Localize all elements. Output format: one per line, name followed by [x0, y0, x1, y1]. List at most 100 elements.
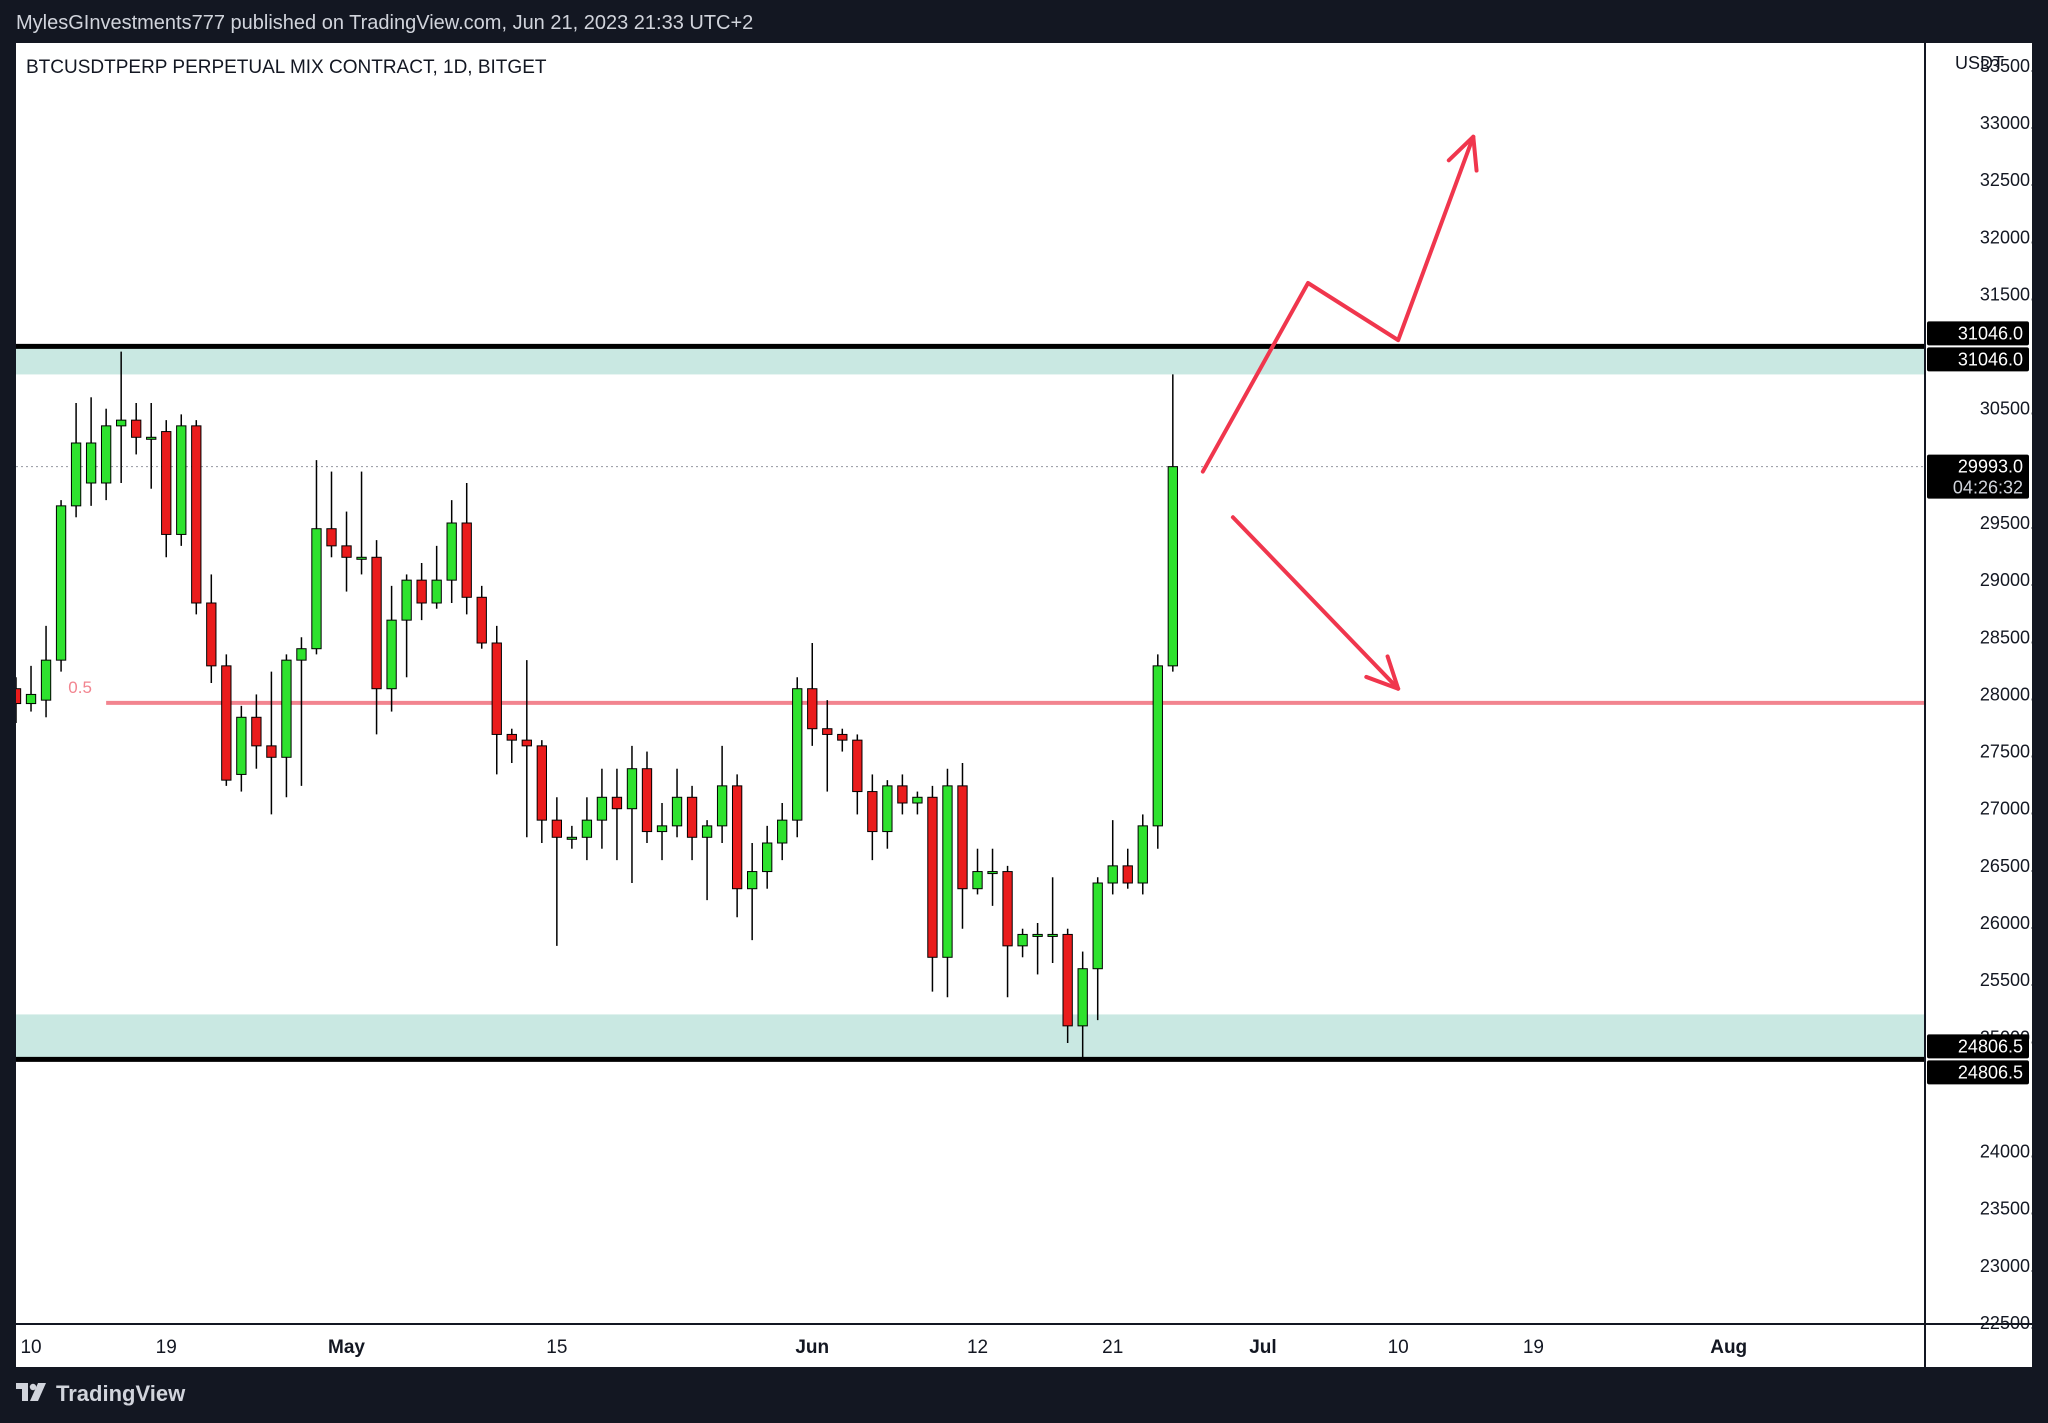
fib-level-label: 0.5	[68, 678, 92, 697]
candle-up	[626, 768, 638, 810]
candle-down	[837, 733, 848, 741]
zone-1	[16, 346, 1924, 375]
candle-down	[521, 739, 532, 747]
candle-down	[326, 528, 337, 547]
publish-info: MylesGInvestments777 published on Tradin…	[0, 0, 2048, 43]
candle-up	[236, 716, 247, 775]
candle-down	[927, 796, 938, 958]
candle-up	[656, 825, 668, 833]
price-label-box	[1927, 321, 2029, 346]
y-tick-label: 25500.0	[1980, 970, 2032, 990]
candle-down	[536, 745, 547, 821]
price-label-value: 31046.0	[1958, 349, 2023, 369]
candle-up	[762, 842, 773, 873]
candle-up	[1077, 968, 1088, 1027]
candle-up	[311, 528, 322, 650]
price-label-value: 31046.0	[1958, 323, 2023, 343]
price-label-box	[1927, 1060, 2029, 1085]
y-tick-label: 31500.0	[1980, 284, 2032, 304]
y-tick-label: 26500.0	[1980, 856, 2032, 876]
candle-up	[716, 785, 728, 827]
candle-up	[882, 785, 893, 833]
candle-up	[701, 825, 713, 838]
x-tick-label: 10	[1388, 1337, 1409, 1358]
candle-up	[146, 436, 157, 440]
candle-up	[1032, 933, 1043, 937]
candle-down	[476, 596, 487, 644]
candle-down	[686, 796, 698, 838]
candle-up	[671, 796, 683, 827]
y-tick-label: 27500.0	[1980, 742, 2032, 762]
tradingview-logo-text: TradingView	[56, 1381, 186, 1406]
y-tick-label: 27000.0	[1980, 799, 2032, 819]
y-tick-label: 23000.0	[1980, 1256, 2032, 1276]
candle-down	[506, 733, 517, 741]
price-label-box	[1927, 1034, 2029, 1059]
projection-arrow-2	[1230, 515, 1401, 691]
candle-up	[987, 871, 998, 875]
tradingview-logo[interactable]: TradingView	[16, 1381, 185, 1407]
candle-down	[161, 431, 172, 535]
chart-background	[16, 43, 2032, 1367]
candle-up	[55, 505, 67, 661]
candle-down	[897, 785, 908, 804]
candle-up	[1017, 933, 1028, 947]
candle-up	[1167, 466, 1178, 667]
price-label-box	[1927, 347, 2029, 372]
x-tick-label: 19	[156, 1337, 177, 1358]
candle-up	[1152, 665, 1163, 827]
tradingview-logo-icon	[16, 1383, 46, 1401]
candle-down	[206, 602, 217, 667]
candle-down	[611, 796, 623, 810]
price-label-value: 29993.0	[1958, 457, 2023, 477]
candle-down	[807, 688, 818, 730]
candle-up	[25, 693, 37, 705]
candlestick-chart[interactable]: 0.5 BTCUSDTPERP PERPETUAL MIX CONTRACT, 1…	[10, 43, 2045, 1367]
candle-down	[1122, 865, 1133, 884]
candle-up	[1047, 933, 1058, 937]
candle-down	[371, 556, 382, 690]
candle-up	[747, 871, 758, 890]
x-tick-label: 12	[967, 1337, 988, 1358]
chart-panel[interactable]: 0.5 BTCUSDTPERP PERPETUAL MIX CONTRACT, 1…	[10, 43, 2045, 1367]
price-label-box	[1927, 454, 2029, 499]
y-tick-label: 28500.0	[1980, 627, 2032, 647]
y-tick-label: 29000.0	[1980, 570, 2032, 590]
candle-up	[1092, 882, 1103, 970]
price-label-value: 24806.5	[1958, 1036, 2023, 1056]
y-tick-label: 32500.0	[1980, 170, 2032, 190]
y-tick-label: 23500.0	[1980, 1199, 2032, 1219]
candle-down	[191, 425, 202, 604]
y-tick-label: 24000.0	[1980, 1142, 2032, 1162]
candle-down	[341, 545, 352, 558]
x-tick-label: 21	[1102, 1337, 1123, 1358]
x-tick-label: Jun	[795, 1337, 829, 1358]
candle-up	[777, 819, 788, 844]
candle-up	[1137, 825, 1148, 884]
candle-down	[266, 745, 277, 758]
x-tick-label: May	[328, 1337, 365, 1358]
candle-up	[401, 579, 412, 621]
candle-up	[100, 425, 112, 484]
arrow-head-1	[1446, 134, 1479, 173]
y-tick-label: 33000.0	[1980, 113, 2032, 133]
candle-up	[972, 871, 983, 890]
candle-down	[852, 739, 863, 793]
candle-down	[731, 785, 743, 890]
candle-up	[581, 819, 593, 838]
candle-down	[461, 522, 472, 598]
candle-down	[491, 642, 502, 735]
candle-up	[446, 522, 457, 581]
y-tick-label: 26000.0	[1980, 913, 2032, 933]
candle-down	[641, 768, 653, 833]
chart-title: BTCUSDTPERP PERPETUAL MIX CONTRACT, 1D, …	[26, 57, 547, 78]
candle-up	[176, 425, 187, 535]
candle-down	[1002, 871, 1013, 947]
candle-up	[356, 556, 367, 560]
candle-up	[566, 836, 578, 840]
candle-down	[867, 791, 878, 833]
candle-up	[792, 688, 803, 821]
footer-bar	[0, 1367, 2048, 1423]
price-label-countdown: 04:26:32	[1953, 478, 2023, 498]
candle-up	[85, 442, 97, 484]
